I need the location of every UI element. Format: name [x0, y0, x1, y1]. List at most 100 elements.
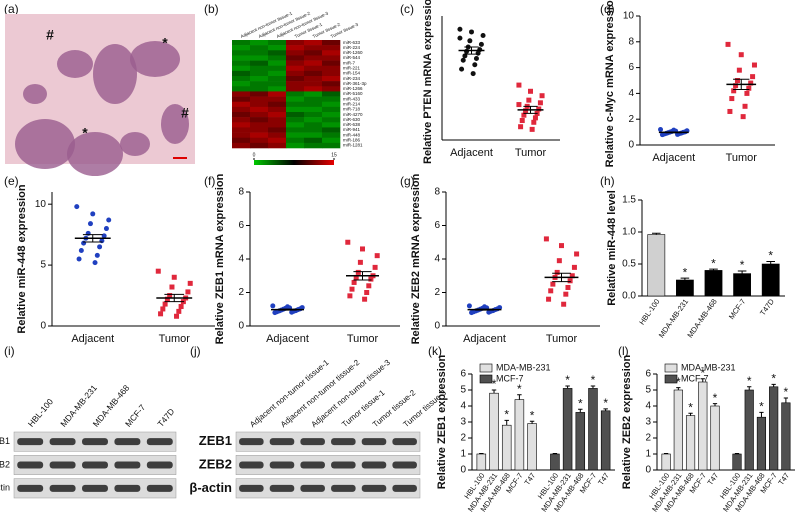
data-point	[171, 274, 177, 280]
row-label: miR-361-3p	[343, 81, 367, 86]
significance-mark: *	[492, 377, 497, 391]
heatmap-cell	[232, 76, 251, 82]
x-tick-label: T47	[596, 471, 611, 487]
significance-mark: *	[517, 382, 522, 396]
heatmap-cell	[322, 122, 341, 128]
data-point	[97, 244, 103, 250]
data-point	[351, 279, 357, 285]
data-point	[457, 35, 463, 41]
heatmap-cell	[304, 91, 323, 97]
bar	[704, 270, 723, 297]
annotation-mark: *	[82, 125, 88, 141]
heatmap-cell	[286, 142, 305, 149]
blot-band	[331, 438, 356, 446]
panel-label: (b)	[204, 2, 219, 16]
y-axis-label: Relative miR-448 expression	[16, 184, 28, 333]
data-point	[475, 50, 481, 56]
heatmap-cell	[268, 76, 287, 82]
data-point	[353, 274, 359, 280]
y-tick-label: 4	[434, 254, 440, 265]
error-bar	[737, 270, 747, 274]
data-point	[748, 80, 754, 86]
heatmap-cell	[250, 101, 269, 108]
heatmap-cell	[286, 86, 305, 92]
data-point	[750, 74, 756, 80]
bar	[698, 381, 708, 471]
y-axis-label: Relative ZEB1 expression	[436, 354, 448, 489]
data-point	[362, 296, 368, 302]
x-tick-label: Adjacent	[450, 147, 493, 159]
data-point	[731, 88, 737, 94]
blot-band	[361, 484, 387, 492]
panel-label: (k)	[428, 344, 442, 358]
heatmap-cell	[304, 76, 323, 82]
data-point	[470, 71, 476, 77]
bar	[661, 453, 671, 471]
heatmap-cell	[232, 127, 251, 133]
row-label: ZEB1	[199, 433, 232, 448]
heatmap-cell	[322, 65, 341, 72]
heatmap-cell	[322, 137, 341, 144]
x-tick-label: T47	[705, 471, 720, 487]
y-axis-label: Relative ZEB1 mRNA expression	[214, 173, 226, 344]
heatmap-cell	[268, 112, 287, 118]
blot-band	[146, 484, 173, 492]
error-bar	[590, 385, 596, 389]
x-tick-label: Tumor	[347, 333, 379, 345]
data-point	[103, 226, 109, 232]
legend-label: MCF-7	[496, 373, 524, 383]
legend-label: MDA-MB-231	[496, 362, 551, 372]
tissue-lobule	[15, 119, 75, 169]
blot-band	[17, 461, 44, 469]
data-point	[372, 264, 378, 270]
data-point	[734, 78, 740, 83]
heatmap-cell	[250, 127, 269, 133]
data-point	[742, 103, 748, 109]
heatmap-cell	[304, 60, 323, 67]
blot-strip	[235, 455, 421, 475]
heatmap-cell	[268, 55, 287, 61]
heatmap-cell	[232, 112, 251, 118]
heatmap-cell	[286, 112, 305, 118]
row-label: miR-186	[343, 137, 361, 142]
x-tick-label: Tumor	[159, 333, 191, 345]
significance-mark: *	[771, 372, 776, 386]
row-label: miR-7	[343, 60, 355, 65]
heatmap-cell	[304, 137, 323, 144]
row-label: miR-941	[343, 127, 361, 132]
significance-mark: *	[591, 373, 596, 387]
tissue-lobule	[57, 50, 93, 78]
data-point	[90, 211, 96, 217]
heatmap-cell	[232, 70, 251, 77]
y-tick-label: 6	[628, 62, 634, 73]
y-axis-label: Relative ZEB2 expression	[621, 354, 633, 489]
data-point	[658, 127, 664, 133]
heatmap-cell	[304, 142, 323, 149]
blot-band	[392, 438, 417, 446]
y-tick-label: 2	[238, 287, 244, 298]
heatmap-cell	[268, 106, 287, 113]
row-label: β-actin	[189, 480, 232, 495]
y-tick-label: 2	[645, 433, 651, 444]
y-tick-label: 0	[434, 321, 440, 332]
heatmap-cell	[322, 55, 341, 61]
x-tick-label: MCF-7	[727, 297, 748, 321]
data-point	[550, 281, 556, 287]
data-point	[574, 251, 580, 257]
heatmap-cell	[232, 50, 251, 56]
data-point	[374, 253, 380, 259]
y-tick-label: 6	[238, 220, 244, 231]
row-label: ZEB2	[0, 459, 10, 469]
heatmap-cell	[268, 96, 287, 103]
y-tick-label: 4	[628, 88, 634, 99]
bar	[676, 279, 694, 297]
data-point	[272, 310, 278, 316]
heatmap-cell	[286, 81, 305, 87]
heatmap-cell	[304, 86, 323, 92]
y-tick-label: 1.5	[622, 195, 636, 206]
y-tick-label: 2	[434, 287, 440, 298]
data-point	[746, 85, 752, 91]
heatmap-cell	[322, 96, 341, 103]
heatmap-cell	[322, 112, 341, 118]
heatmap-cell	[250, 117, 269, 123]
